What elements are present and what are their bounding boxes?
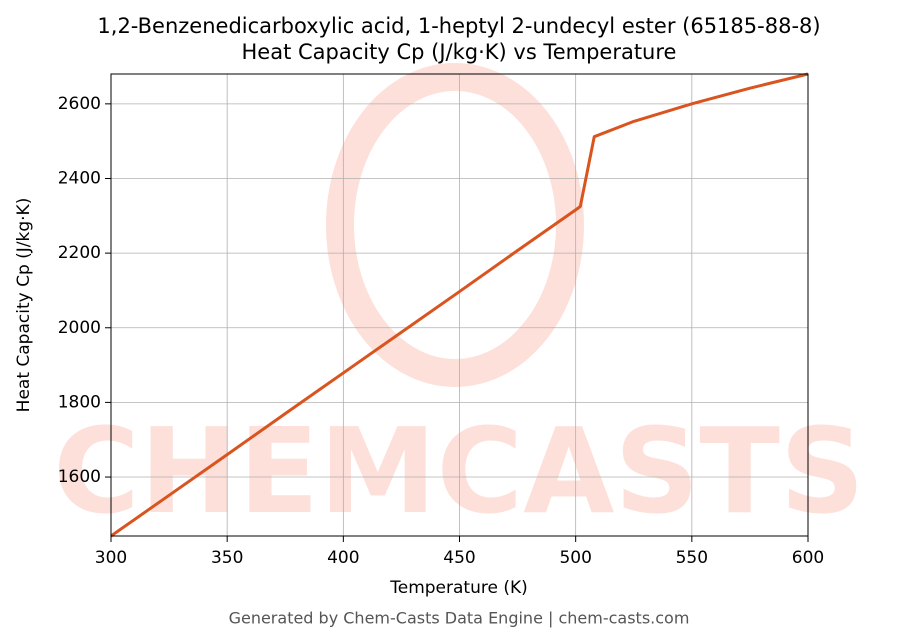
y-tick-label: 1800 (58, 392, 101, 412)
y-tick-label: 2000 (58, 318, 101, 338)
chart-subtitle: Heat Capacity Cp (J/kg·K) vs Temperature (242, 40, 677, 64)
x-tick-label: 400 (327, 548, 359, 568)
watermark: CHEMCASTS (53, 402, 865, 540)
x-tick-label: 600 (792, 548, 824, 568)
x-tick-label: 350 (211, 548, 243, 568)
x-tick-label: 550 (676, 548, 708, 568)
data-line (110, 72, 809, 538)
y-tick-label: 2400 (58, 168, 101, 188)
y-tick-label: 2200 (58, 243, 101, 263)
watermark-logo (326, 63, 584, 387)
x-tick-label: 450 (443, 548, 475, 568)
y-tick-label: 1600 (58, 467, 101, 487)
y-tick-label: 2600 (58, 94, 101, 114)
x-tick-label: 300 (95, 548, 127, 568)
footer: Generated by Chem-Casts Data Engine | ch… (229, 609, 690, 628)
y-axis-label: Heat Capacity Cp (J/kg·K) (14, 198, 34, 413)
x-axis-label: Temperature (K) (389, 578, 528, 598)
x-tick-label: 500 (559, 548, 591, 568)
chart-title: 1,2-Benzenedicarboxylic acid, 1-heptyl 2… (97, 14, 820, 38)
plot-frame (110, 73, 809, 537)
